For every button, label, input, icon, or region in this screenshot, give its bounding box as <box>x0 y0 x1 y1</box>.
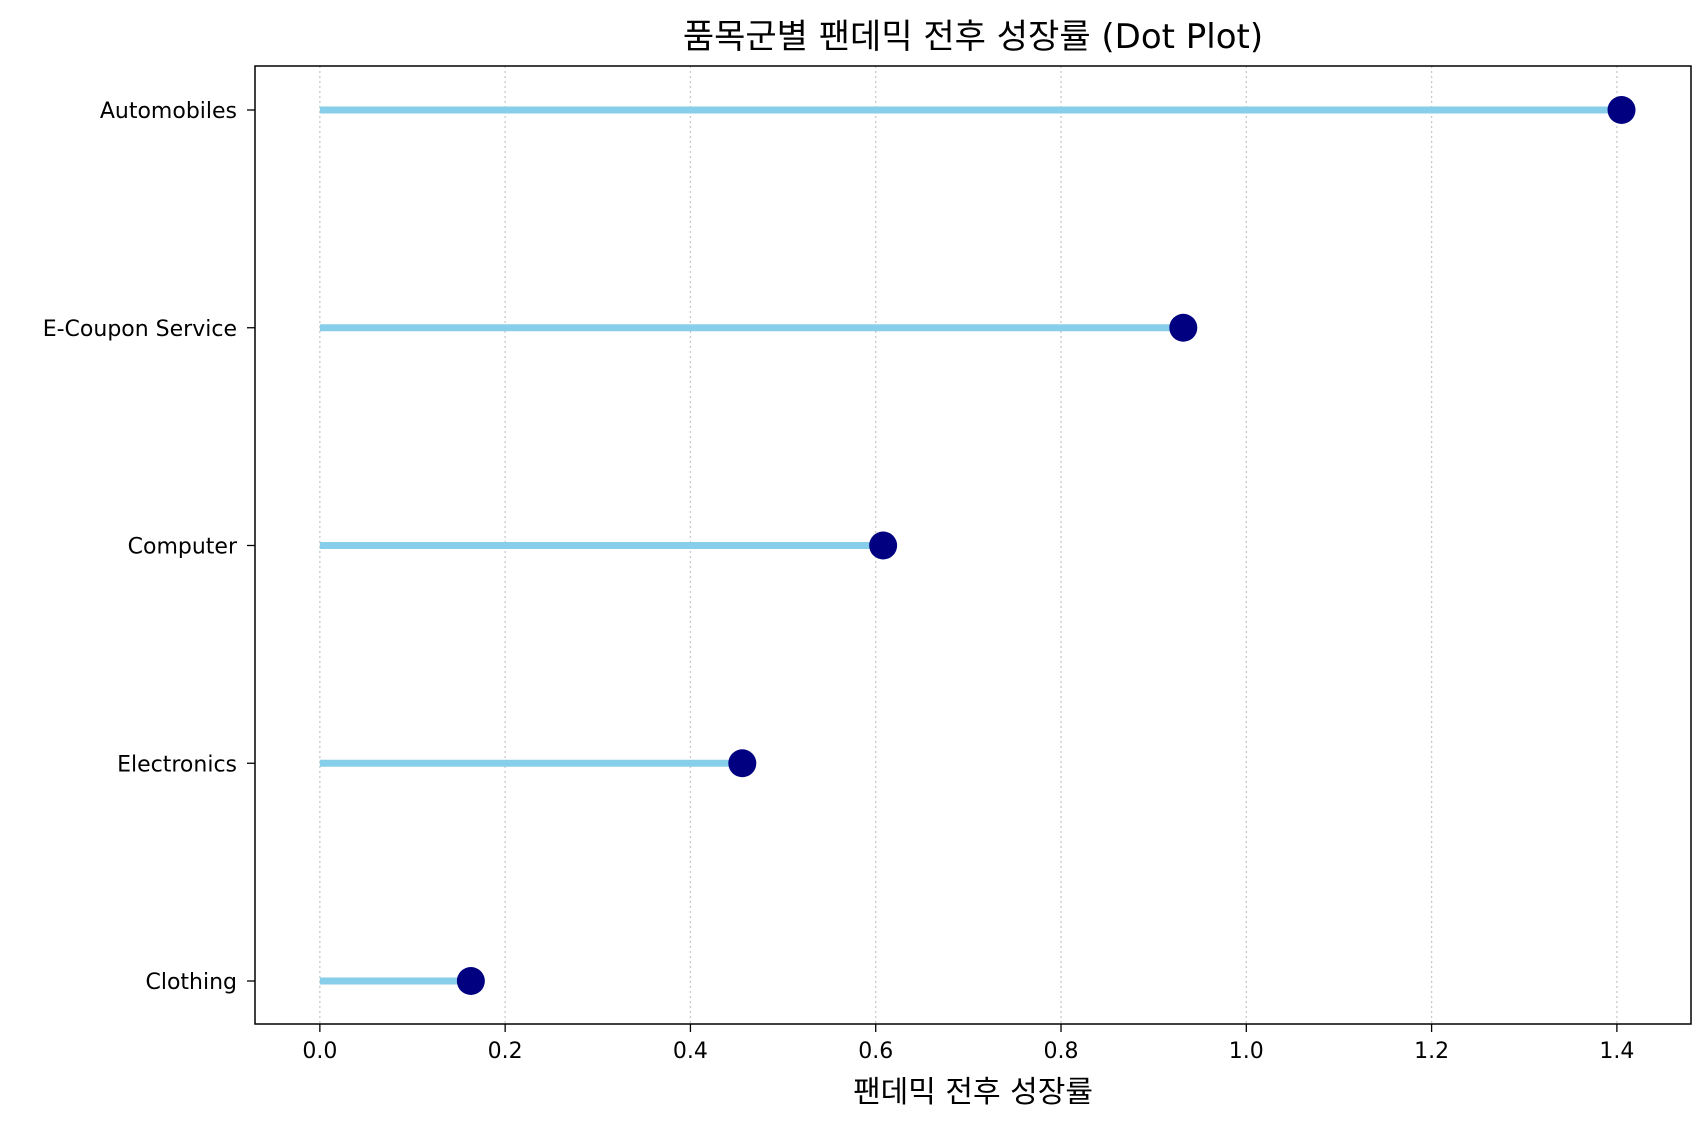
x-axis-ticks: 0.0 0.2 0.4 0.6 0.8 1.0 1.2 1.4 <box>302 1024 1634 1064</box>
x-tick-label: 0.6 <box>858 1039 893 1064</box>
y-tick-label: Automobiles <box>100 99 237 124</box>
data-dot <box>1169 313 1198 342</box>
data-dot <box>869 531 898 560</box>
x-tick-label: 0.4 <box>673 1039 708 1064</box>
x-tick-label: 1.2 <box>1414 1039 1449 1064</box>
x-tick-label: 0.0 <box>302 1039 337 1064</box>
y-tick-label: Electronics <box>117 752 237 777</box>
x-tick-label: 1.4 <box>1599 1039 1634 1064</box>
data-dot <box>1607 96 1636 124</box>
chart-title: 품목군별 팬데믹 전후 성장률 (Dot Plot) <box>683 17 1263 57</box>
y-axis-ticks: Automobiles E-Coupon Service Computer Elect… <box>43 99 255 995</box>
data-dot <box>456 967 485 995</box>
x-tick-label: 1.0 <box>1229 1039 1264 1064</box>
y-tick-label: E-Coupon Service <box>43 317 237 342</box>
y-tick-label: Clothing <box>145 970 237 995</box>
y-tick-label: Computer <box>128 535 238 560</box>
x-axis-label: 팬데믹 전후 성장률 <box>853 1075 1093 1110</box>
data-dot <box>728 749 757 778</box>
x-tick-label: 0.8 <box>1044 1039 1079 1064</box>
x-tick-label: 0.2 <box>488 1039 523 1064</box>
dots-group <box>456 96 1636 995</box>
stems-group <box>319 106 1622 985</box>
